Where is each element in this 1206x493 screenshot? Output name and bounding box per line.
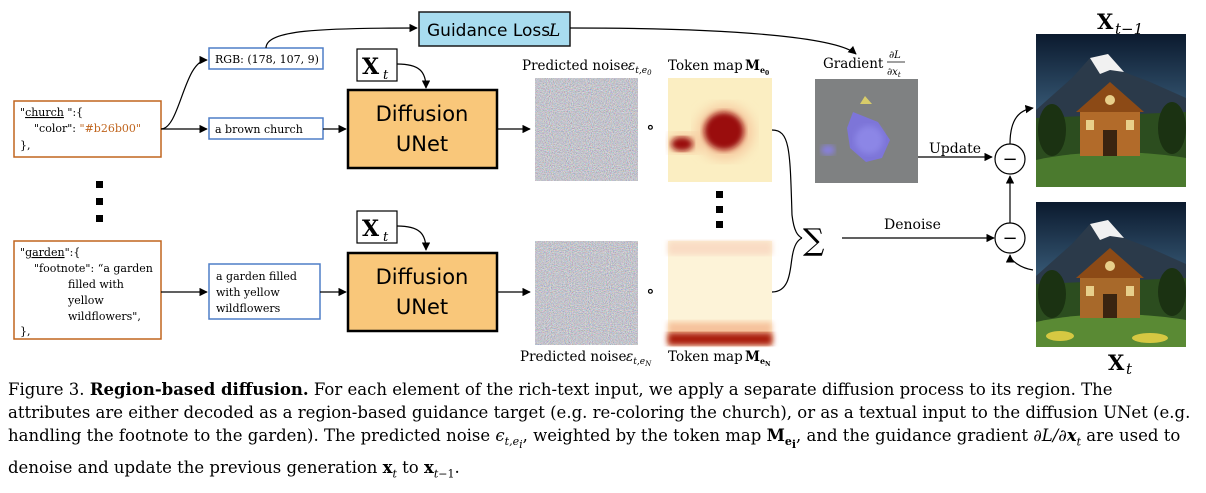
unet-bottom: Diffusion UNet: [346, 251, 499, 333]
token-map-image-bottom: [668, 241, 772, 345]
sum-symbol: ∑: [803, 223, 825, 258]
update-label: Update: [929, 141, 981, 157]
rgb-box: RGB: (178, 107, 9): [208, 47, 324, 70]
ellipsis-left: [96, 181, 103, 222]
json-garden-line1: "garden":{: [20, 246, 80, 259]
prompt-church: a brown church: [215, 123, 303, 136]
pred-noise-bottom-label: Predicted noise: [520, 349, 626, 365]
guidance-loss-label: Guidance Loss: [427, 21, 550, 41]
unet-top-line2: UNet: [396, 132, 448, 156]
ellipsis-token: [716, 191, 723, 228]
guidance-loss-var: L: [548, 21, 560, 41]
prompt-garden-line2: with yellow: [216, 286, 280, 299]
json-garden-line4: yellow: [67, 294, 104, 307]
prompt-box-garden: a garden filled with yellow wildflowers: [208, 263, 321, 320]
unet-bottom-line1: Diffusion: [376, 265, 469, 289]
json-church-line1: "church ":{: [20, 106, 83, 119]
xt-box-top: X t: [356, 48, 398, 83]
gradient-image: [815, 79, 918, 183]
token-map-top-m: Me0: [745, 58, 769, 77]
unet-top-line1: Diffusion: [376, 102, 469, 126]
json-church-line3: },: [20, 139, 31, 152]
svg-text:−: −: [1002, 228, 1017, 249]
token-map-image-top: [668, 78, 772, 182]
json-church-line2: "color": "#b26b00": [34, 122, 141, 135]
json-garden-line6: },: [20, 325, 31, 338]
x-t-minus-1-label: X: [1097, 9, 1114, 34]
noise-image-top: [535, 78, 638, 181]
xt-bottom-label: X: [362, 216, 380, 242]
gradient-label: Gradient: [823, 56, 884, 72]
prompt-box-church: a brown church: [208, 117, 324, 140]
pred-noise-top-eps: εt,e0: [628, 58, 652, 77]
pred-noise-bottom-eps: εt,eN: [626, 349, 652, 368]
caption-body: For each element of the rich-text input,…: [8, 380, 1191, 445]
x-t-label: X: [1108, 350, 1125, 375]
json-box-church: "church ":{ "color": "#b26b00" },: [13, 100, 162, 158]
json-box-garden: "garden":{ "footnote": “a garden filled …: [13, 240, 162, 340]
pred-noise-top-label: Predicted noise: [522, 58, 628, 74]
xt-bottom-sub: t: [383, 230, 389, 245]
figure-caption: Figure 3. Region-based diffusion. For ea…: [8, 380, 1191, 481]
circ-top: ∘: [646, 117, 655, 138]
circ-bottom: ∘: [646, 281, 655, 302]
json-garden-line3: filled with: [68, 278, 124, 291]
svg-text:∂L: ∂L: [889, 50, 901, 61]
minus-circle-bottom: −: [994, 222, 1026, 254]
minus-circle-top: −: [994, 143, 1026, 175]
output-image-top: [1036, 34, 1186, 187]
prompt-garden-line3: wildflowers: [216, 302, 281, 315]
output-image-bottom: [1036, 202, 1186, 347]
svg-text:∂xt: ∂xt: [887, 67, 901, 79]
unet-top: Diffusion UNet: [346, 88, 499, 170]
svg-text:−: −: [1002, 149, 1017, 170]
unet-bottom-line2: UNet: [396, 295, 448, 319]
token-map-bottom-m: MeN: [745, 349, 771, 368]
caption-title: Region-based diffusion.: [89, 380, 309, 399]
guidance-loss-box: Guidance Loss L: [418, 11, 571, 47]
x-t-sub: t: [1126, 360, 1133, 375]
x-t-minus-1-sub: t−1: [1115, 20, 1143, 38]
json-garden-line5: wildflowers",: [68, 310, 141, 323]
prompt-garden-line1: a garden filled: [216, 270, 297, 283]
caption-figure: Figure 3.: [8, 380, 85, 399]
rgb-label: RGB: (178, 107, 9): [215, 53, 319, 66]
json-garden-line2: "footnote": “a garden: [34, 262, 153, 275]
token-map-bottom-label: Token map: [668, 349, 743, 365]
noise-image-bottom: [535, 241, 638, 345]
gradient-fraction: ∂L ∂xt: [887, 50, 905, 79]
xt-top-sub: t: [383, 68, 389, 83]
xt-top-label: X: [362, 54, 380, 80]
token-map-top-label: Token map: [668, 58, 743, 74]
denoise-label: Denoise: [884, 217, 941, 233]
xt-box-bottom: X t: [356, 210, 398, 245]
diagram: Guidance Loss L "church ":{ "color": "#b…: [13, 9, 1186, 375]
